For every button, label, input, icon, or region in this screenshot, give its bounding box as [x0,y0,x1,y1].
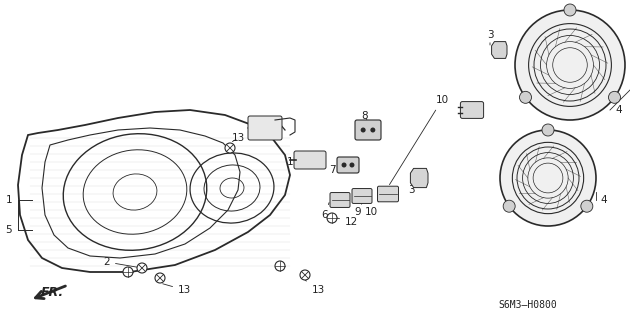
Circle shape [581,200,593,212]
FancyBboxPatch shape [461,101,484,118]
Text: 4: 4 [600,195,607,205]
Text: 11: 11 [287,156,312,167]
Circle shape [360,127,365,132]
Text: 3: 3 [408,184,425,195]
Circle shape [350,163,355,167]
Text: 13: 13 [305,280,324,295]
Text: 12: 12 [337,217,358,227]
Circle shape [300,270,310,280]
FancyBboxPatch shape [248,116,282,140]
Circle shape [225,143,235,153]
Text: 8: 8 [362,111,369,121]
Polygon shape [491,42,507,58]
FancyBboxPatch shape [330,193,350,207]
Polygon shape [410,168,428,188]
Text: 9: 9 [355,203,362,217]
FancyBboxPatch shape [352,188,372,204]
Circle shape [542,124,554,136]
Text: 10: 10 [365,201,379,217]
Text: S6M3–H0800: S6M3–H0800 [498,300,557,310]
Text: 13: 13 [163,284,192,295]
Text: 2: 2 [103,257,139,268]
Circle shape [137,263,147,273]
FancyBboxPatch shape [377,186,399,202]
Circle shape [500,130,596,226]
Text: 13: 13 [232,133,245,143]
Circle shape [123,267,133,277]
Text: 6: 6 [321,203,329,220]
Circle shape [327,213,337,223]
Text: FR.: FR. [40,285,64,299]
FancyBboxPatch shape [294,151,326,169]
Circle shape [370,127,375,132]
Circle shape [341,163,347,167]
Circle shape [520,91,532,103]
Text: 5: 5 [6,225,12,235]
Text: 1: 1 [6,195,12,205]
Circle shape [609,91,621,103]
Circle shape [564,4,576,16]
Circle shape [515,10,625,120]
FancyBboxPatch shape [355,120,381,140]
Circle shape [275,261,285,271]
FancyBboxPatch shape [337,157,359,173]
Circle shape [155,273,165,283]
Text: 4: 4 [615,105,622,115]
Text: 3: 3 [487,30,493,45]
Circle shape [503,200,515,212]
Text: 7: 7 [329,165,339,175]
Text: 10: 10 [389,95,449,185]
